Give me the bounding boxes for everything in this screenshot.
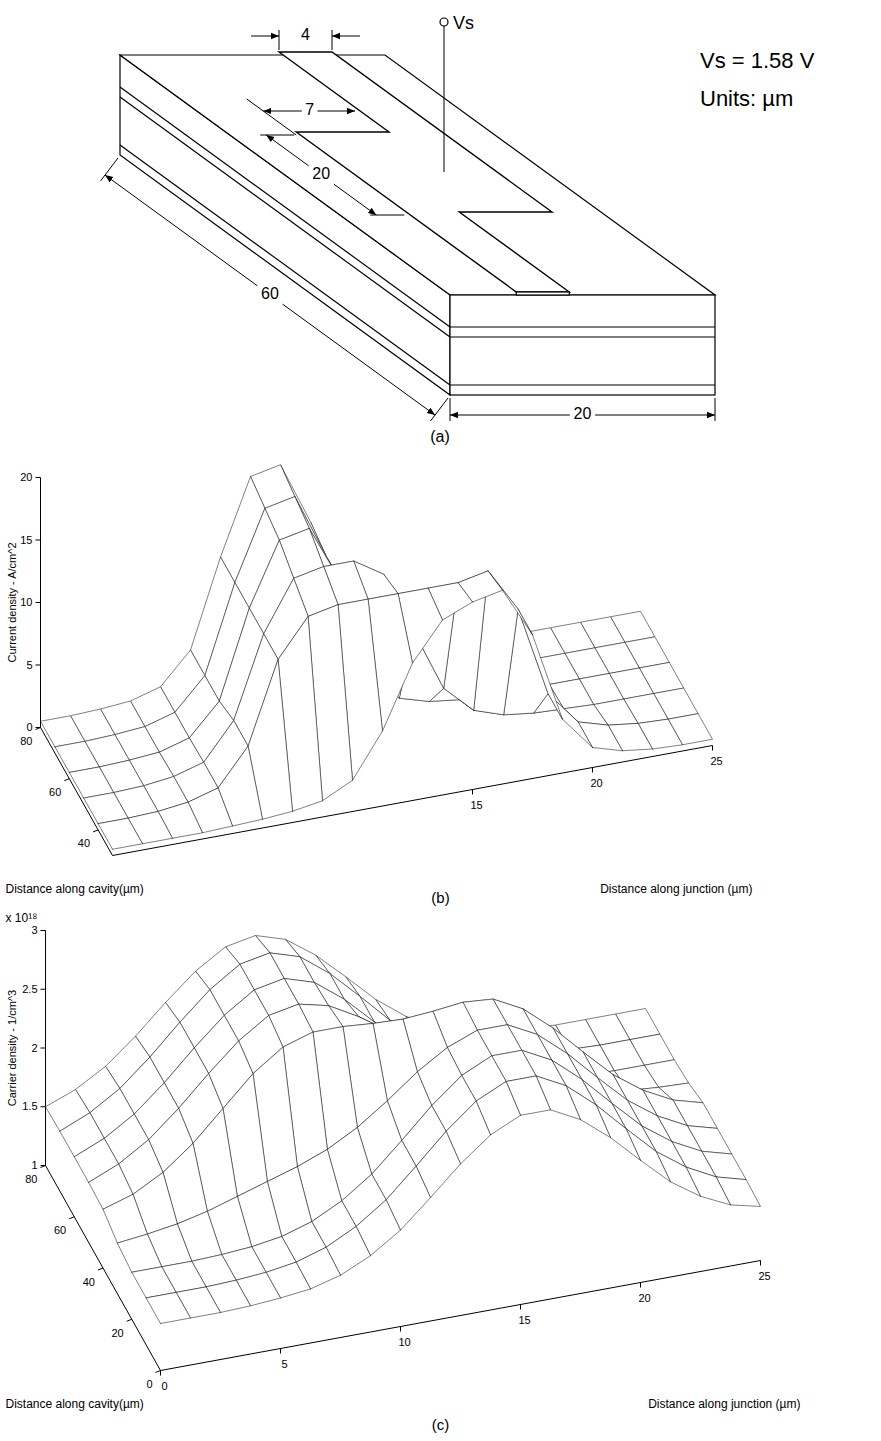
svg-text:5: 5: [281, 1358, 287, 1370]
svg-text:Distance along junction (µm): Distance along junction (µm): [648, 1397, 800, 1411]
svg-text:60: 60: [261, 285, 279, 302]
svg-text:2: 2: [31, 1042, 37, 1054]
svg-text:20: 20: [20, 471, 32, 483]
svg-text:2.5: 2.5: [22, 983, 37, 995]
svg-text:5: 5: [26, 659, 32, 671]
svg-text:10: 10: [20, 596, 32, 608]
svg-text:3: 3: [31, 924, 37, 936]
svg-text:20: 20: [312, 165, 330, 182]
svg-text:Distance along junction (µm): Distance along junction (µm): [600, 882, 752, 896]
svg-text:Current density - A/cm^2: Current density - A/cm^2: [6, 542, 18, 662]
svg-text:15: 15: [470, 799, 482, 811]
svg-text:25: 25: [710, 755, 722, 767]
svg-text:10: 10: [398, 1336, 410, 1348]
svg-text:20: 20: [638, 1292, 650, 1304]
svg-text:40: 40: [78, 837, 90, 849]
svg-text:(a): (a): [430, 428, 450, 445]
svg-text:20: 20: [574, 405, 592, 422]
svg-text:80: 80: [25, 1173, 37, 1185]
svg-text:4: 4: [301, 26, 310, 43]
svg-text:1: 1: [31, 1159, 37, 1171]
svg-text:0: 0: [146, 1378, 152, 1390]
svg-text:Vs = 1.58 V: Vs = 1.58 V: [700, 48, 815, 73]
svg-text:0: 0: [161, 1380, 167, 1392]
svg-text:60: 60: [49, 786, 61, 798]
svg-text:1.5: 1.5: [22, 1100, 37, 1112]
svg-text:Distance along cavity(µm): Distance along cavity(µm): [6, 1397, 144, 1411]
svg-text:x 10¹⁸: x 10¹⁸: [6, 911, 38, 925]
svg-text:Vs: Vs: [453, 13, 474, 33]
svg-text:7: 7: [305, 101, 314, 118]
svg-text:20: 20: [590, 777, 602, 789]
svg-text:40: 40: [83, 1276, 95, 1288]
svg-text:25: 25: [758, 1270, 770, 1282]
svg-text:Distance along cavity(µm): Distance along cavity(µm): [6, 882, 144, 896]
svg-text:20: 20: [112, 1327, 124, 1339]
svg-text:80: 80: [20, 735, 32, 747]
svg-text:Carrier density - 1/cm^3: Carrier density - 1/cm^3: [6, 990, 18, 1106]
svg-text:(b): (b): [431, 889, 449, 906]
svg-text:Units: µm: Units: µm: [700, 86, 793, 111]
svg-text:15: 15: [518, 1314, 530, 1326]
svg-text:(c): (c): [432, 1416, 450, 1433]
svg-text:0: 0: [26, 721, 32, 733]
svg-text:60: 60: [54, 1224, 66, 1236]
svg-text:15: 15: [20, 534, 32, 546]
